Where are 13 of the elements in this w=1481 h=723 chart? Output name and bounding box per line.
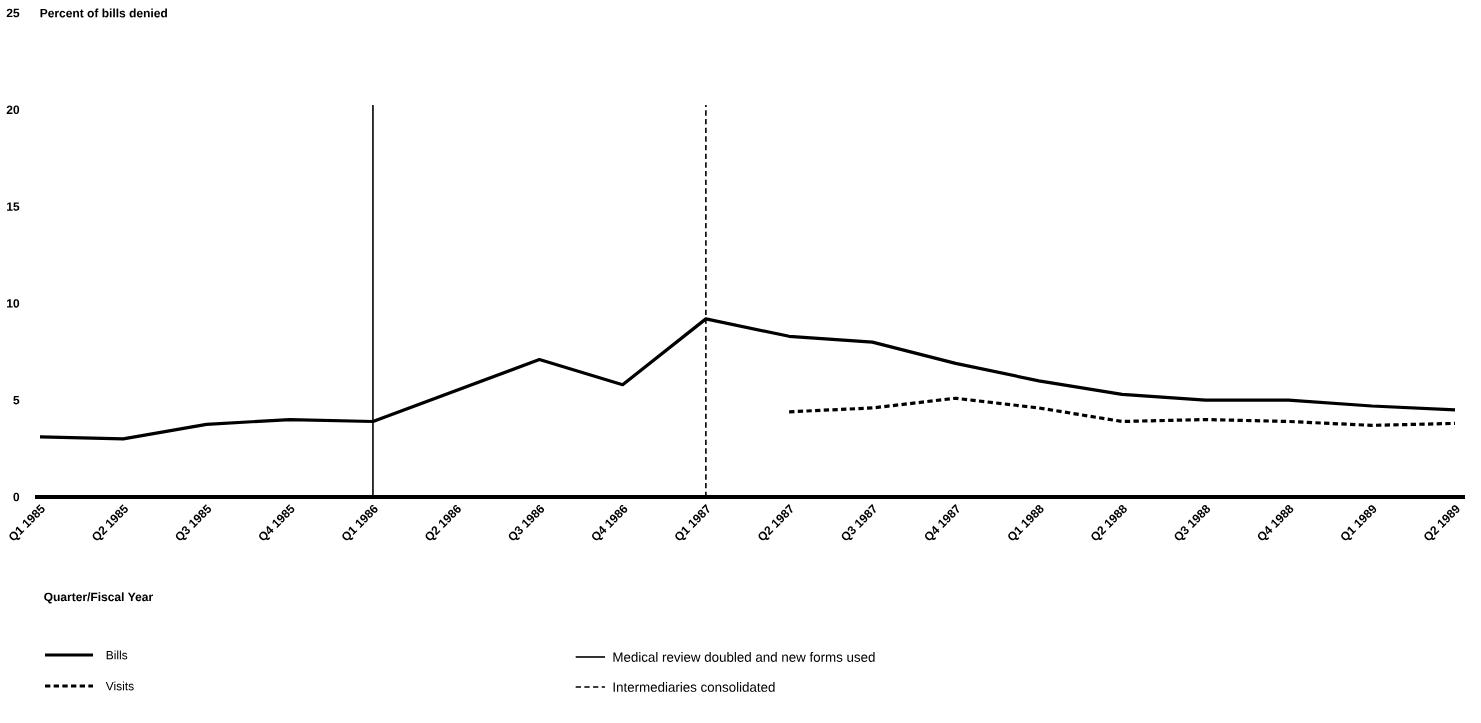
y-tick-label: 15	[7, 202, 20, 211]
y-tick-label: 25	[6, 8, 20, 18]
x-axis-title: Quarter/Fiscal Year	[44, 592, 153, 604]
y-tick-label: 10	[7, 299, 20, 308]
y-tick-label: 5	[13, 396, 20, 405]
legend-label: Medical review doubled and new forms used	[613, 652, 875, 662]
y-axis-title: Percent of bills denied	[40, 8, 167, 18]
line-series	[787, 396, 1457, 427]
legend-label: Intermediaries consolidated	[613, 682, 775, 692]
y-tick-label: 0	[13, 492, 20, 502]
legend-label: Visits	[105, 681, 134, 691]
y-tick-label: 20	[6, 105, 20, 115]
legend-label: Bills	[106, 650, 128, 660]
